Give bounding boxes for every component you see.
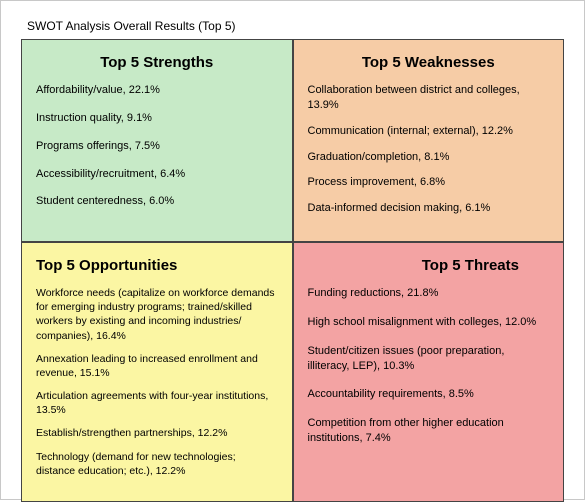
- list-item: Competition from other higher education …: [308, 416, 550, 446]
- opportunities-title: Top 5 Opportunities: [36, 257, 278, 274]
- list-item: Graduation/completion, 8.1%: [308, 150, 550, 165]
- threats-items: Funding reductions, 21.8% High school mi…: [308, 286, 550, 446]
- list-item: Articulation agreements with four-year i…: [36, 389, 278, 417]
- list-item: Accessibility/recruitment, 6.4%: [36, 167, 278, 182]
- list-item: Communication (internal; external), 12.2…: [308, 124, 550, 139]
- weaknesses-title: Top 5 Weaknesses: [308, 54, 550, 71]
- list-item: Accountability requirements, 8.5%: [308, 387, 550, 402]
- swot-grid: Top 5 Strengths Affordability/value, 22.…: [21, 39, 564, 502]
- strengths-items: Affordability/value, 22.1% Instruction q…: [36, 83, 278, 209]
- list-item: Workforce needs (capitalize on workforce…: [36, 286, 278, 343]
- list-item: Instruction quality, 9.1%: [36, 111, 278, 126]
- page-title: SWOT Analysis Overall Results (Top 5): [27, 19, 564, 33]
- swot-page: SWOT Analysis Overall Results (Top 5) To…: [0, 0, 585, 500]
- weaknesses-items: Collaboration between district and colle…: [308, 83, 550, 216]
- list-item: Collaboration between district and colle…: [308, 83, 550, 113]
- list-item: Affordability/value, 22.1%: [36, 83, 278, 98]
- list-item: Technology (demand for new technologies;…: [36, 450, 278, 478]
- list-item: Student/citizen issues (poor preparation…: [308, 344, 550, 374]
- strengths-title: Top 5 Strengths: [36, 54, 278, 71]
- list-item: High school misalignment with colleges, …: [308, 315, 550, 330]
- list-item: Annexation leading to increased enrollme…: [36, 352, 278, 380]
- threats-title: Top 5 Threats: [308, 257, 550, 274]
- list-item: Student centeredness, 6.0%: [36, 194, 278, 209]
- quadrant-weaknesses: Top 5 Weaknesses Collaboration between d…: [293, 39, 565, 242]
- list-item: Data-informed decision making, 6.1%: [308, 201, 550, 216]
- list-item: Programs offerings, 7.5%: [36, 139, 278, 154]
- quadrant-strengths: Top 5 Strengths Affordability/value, 22.…: [21, 39, 293, 242]
- list-item: Process improvement, 6.8%: [308, 175, 550, 190]
- quadrant-opportunities: Top 5 Opportunities Workforce needs (cap…: [21, 242, 293, 502]
- quadrant-threats: Top 5 Threats Funding reductions, 21.8% …: [293, 242, 565, 502]
- list-item: Funding reductions, 21.8%: [308, 286, 550, 301]
- list-item: Establish/strengthen partnerships, 12.2%: [36, 426, 278, 440]
- opportunities-items: Workforce needs (capitalize on workforce…: [36, 286, 278, 478]
